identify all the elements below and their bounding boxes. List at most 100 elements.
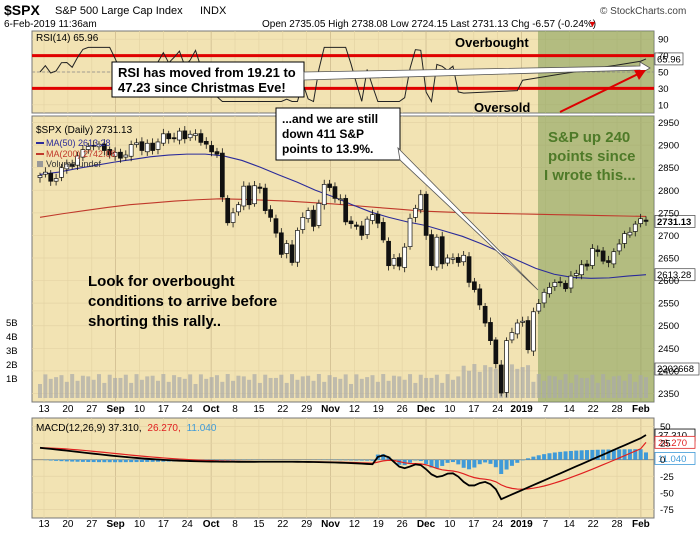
volume-bar: [349, 384, 353, 398]
macd-histogram-bar: [81, 460, 85, 462]
macd-histogram-bar: [446, 460, 450, 463]
still-down-note-line3: points to 13.9%.: [282, 142, 373, 156]
volume-bar: [387, 381, 391, 398]
macd-histogram-bar: [488, 460, 492, 464]
macd-histogram-bar: [129, 460, 133, 462]
rsi-tick-label: 90: [658, 35, 669, 46]
candle-up: [365, 219, 369, 234]
candle-down: [558, 282, 562, 283]
x-tick-label: 24: [182, 519, 194, 530]
volume-bar: [547, 376, 551, 398]
volume-bar: [97, 374, 101, 398]
macd-histogram-bar: [92, 460, 96, 462]
macd-histogram-bar: [505, 460, 509, 470]
candle-up: [161, 134, 165, 143]
macd-legend-b: 26.270,: [147, 423, 180, 434]
volume-bar: [226, 374, 230, 398]
macd-histogram-bar: [76, 460, 80, 462]
candle-down: [354, 225, 358, 226]
macd-histogram-bar: [526, 458, 530, 459]
volume-tick-label: 4B: [6, 332, 18, 343]
macd-histogram-bar: [413, 460, 417, 461]
candle-down: [312, 210, 316, 226]
candle-down: [263, 188, 267, 210]
volume-bar: [183, 379, 187, 398]
x-tick-label: Feb: [632, 404, 650, 415]
volume-bar: [633, 382, 637, 398]
price-tick-label: 2500: [658, 321, 679, 332]
macd-histogram-bar: [113, 460, 117, 462]
volume-bar: [435, 375, 439, 398]
candle-down: [344, 198, 348, 221]
candle-down: [596, 250, 600, 252]
x-tick-label: 28: [611, 519, 623, 530]
volume-bar: [488, 367, 492, 398]
price-tick-label: 2600: [658, 276, 679, 287]
x-tick-label: 27: [86, 404, 98, 415]
volume-bar: [521, 367, 525, 398]
volume-bar: [113, 378, 117, 398]
macd-histogram-bar: [564, 451, 568, 459]
volume-bar: [628, 374, 632, 398]
volume-bar: [365, 377, 369, 398]
legend-vol-swatch: [37, 161, 43, 167]
candle-up: [38, 175, 42, 177]
macd-histogram-bar: [542, 454, 546, 460]
volume-bar: [70, 374, 74, 398]
x-tick-label: 20: [62, 519, 74, 530]
x-tick-label: Sep: [106, 519, 124, 530]
look-note-line1: Look for overbought: [88, 273, 235, 290]
legend-ma200: MA(200) 2742.08: [46, 149, 116, 159]
x-tick-label: 14: [564, 404, 576, 415]
candle-down: [424, 194, 428, 235]
x-tick-label: 26: [397, 519, 409, 530]
candle-down: [564, 283, 568, 288]
macd-histogram-bar: [456, 460, 460, 465]
macd-histogram-bar: [478, 460, 482, 464]
candle-down: [478, 289, 482, 305]
macd-tick-label: 0: [660, 455, 665, 466]
volume-bar: [317, 374, 321, 398]
macd-legend-a: MACD(12,26,9) 37.310,: [36, 423, 142, 434]
volume-bar: [580, 378, 584, 398]
macd-histogram-bar: [531, 457, 535, 460]
candle-up: [306, 211, 310, 219]
candle-down: [381, 222, 385, 240]
volume-bar: [295, 380, 299, 398]
candle-up: [553, 282, 557, 286]
volume-tick-label: 3B: [6, 346, 18, 357]
candle-up: [285, 244, 289, 254]
candle-up: [590, 249, 594, 266]
x-tick-label: 22: [588, 519, 600, 530]
candle-up: [580, 265, 584, 275]
volume-bar: [623, 381, 627, 398]
volume-bar: [102, 383, 106, 398]
candle-down: [494, 340, 498, 364]
macd-histogram-bar: [435, 460, 439, 469]
candle-down: [387, 241, 391, 265]
macd-histogram-bar: [108, 460, 112, 462]
volume-bar: [472, 364, 476, 398]
macd-histogram-bar: [537, 455, 541, 459]
candle-down: [456, 257, 460, 262]
candle-down: [376, 214, 380, 223]
macd-histogram-bar: [370, 460, 374, 461]
x-tick-label: 27: [86, 519, 98, 530]
candle-up: [462, 255, 466, 261]
chg-down-arrow-icon: ▼: [588, 19, 597, 29]
candle-down: [49, 173, 53, 181]
x-tick-label: Dec: [417, 519, 436, 530]
volume-bar: [242, 376, 246, 398]
volume-bar: [596, 383, 600, 398]
candle-down: [290, 245, 294, 263]
volume-bar: [446, 374, 450, 398]
volume-bar: [333, 377, 337, 398]
chart-name: S&P 500 Large Cap Index: [55, 5, 183, 17]
candle-down: [440, 237, 444, 264]
candle-up: [236, 205, 240, 212]
macd-histogram-bar: [344, 460, 348, 461]
volume-bar: [612, 376, 616, 398]
volume-bar: [65, 382, 69, 398]
volume-bar: [564, 374, 568, 398]
x-tick-label: 20: [62, 404, 74, 415]
